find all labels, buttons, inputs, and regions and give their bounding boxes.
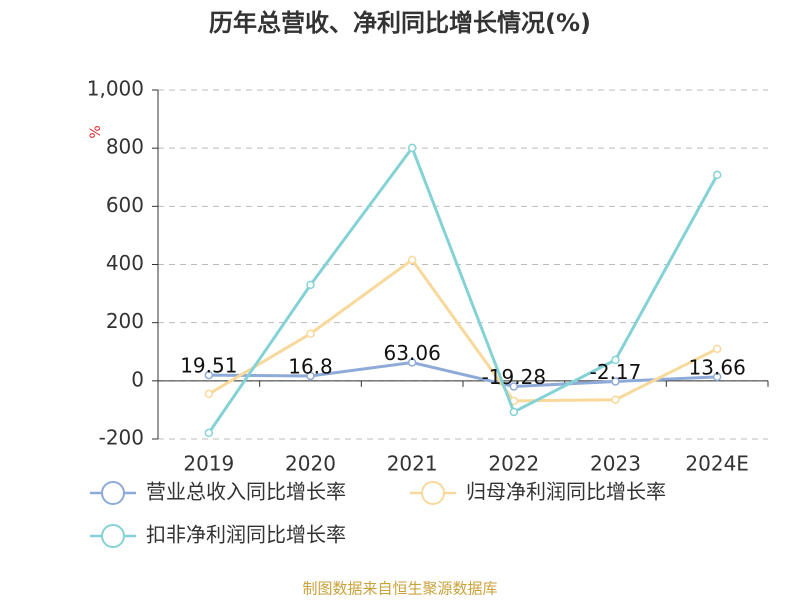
series-line (208, 257, 718, 403)
data-point (611, 355, 620, 365)
x-tick-label: 2022 (488, 452, 539, 476)
data-point (306, 329, 315, 338)
data-point (611, 395, 620, 404)
y-tick-label: 800 (106, 135, 144, 159)
data-point (204, 389, 214, 399)
y-tick-label: 1,000 (87, 77, 144, 101)
legend-marker (101, 481, 125, 505)
data-label: -2.17 (590, 360, 642, 384)
y-tick-label: 600 (106, 193, 144, 217)
data-point (509, 382, 519, 391)
y-tick-label: 200 (106, 309, 144, 333)
y-tick-label: 400 (106, 251, 144, 275)
data-point (407, 255, 417, 265)
data-point (712, 170, 722, 180)
series-line (207, 144, 719, 434)
y-axis-label: % (88, 125, 104, 138)
x-tick-label: 2023 (590, 452, 641, 476)
data-point (407, 358, 417, 367)
y-tick-label: 0 (131, 367, 144, 391)
legend-marker (421, 481, 445, 505)
data-label: 13.66 (689, 355, 746, 379)
data-point (306, 371, 315, 381)
data-point (712, 344, 722, 354)
legend-label: 归母净利润同比增长率 (466, 480, 666, 504)
x-tick-label: 2020 (285, 452, 336, 476)
data-point (407, 143, 417, 153)
data-label: 16.8 (288, 354, 333, 378)
data-point (509, 407, 519, 417)
legend-marker (101, 524, 125, 548)
data-label: -19.28 (482, 365, 546, 389)
x-tick-label: 2024E (685, 452, 749, 476)
data-point (306, 280, 315, 290)
chart-title: 历年总营收、净利同比增长情况(%) (209, 9, 591, 37)
series-line (208, 360, 718, 388)
data-point (204, 428, 214, 438)
x-tick-label: 2021 (387, 452, 438, 476)
y-tick-label: -200 (99, 426, 144, 450)
data-point (611, 377, 620, 386)
data-label: 19.51 (180, 354, 237, 378)
data-label: 63.06 (384, 341, 441, 365)
legend-label: 扣非净利润同比增长率 (146, 523, 346, 547)
data-point (204, 370, 214, 380)
legend-label: 营业总收入同比增长率 (146, 480, 346, 504)
x-tick-label: 2019 (183, 452, 234, 476)
data-point (712, 372, 722, 382)
source-note: 制图数据来自恒生聚源数据库 (302, 580, 497, 598)
